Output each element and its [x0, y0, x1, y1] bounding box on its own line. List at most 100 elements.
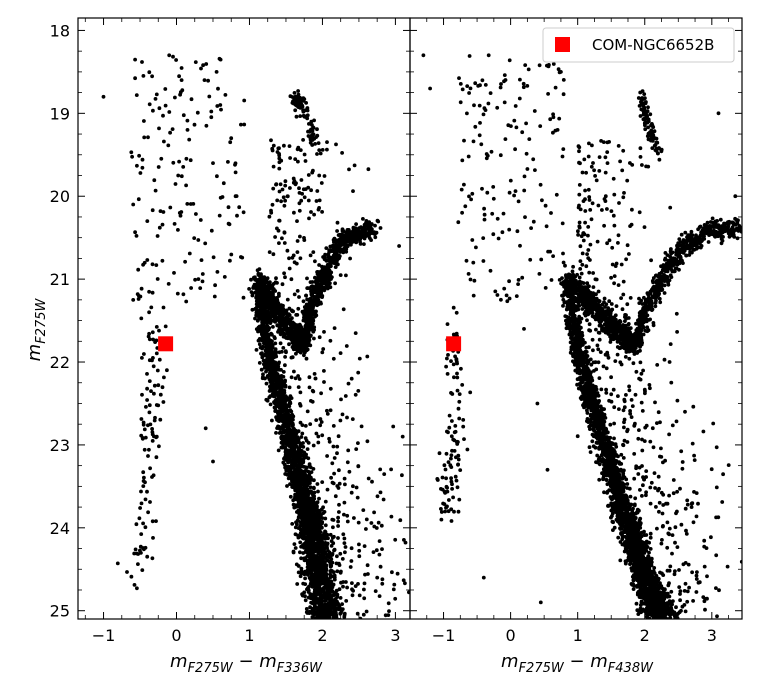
- rgb-star: [312, 336, 316, 341]
- ms-star: [323, 516, 328, 521]
- field-star: [292, 369, 296, 374]
- ms-star: [321, 586, 326, 590]
- ms-star: [284, 468, 289, 473]
- ms-star: [312, 490, 317, 495]
- bright-field-star: [233, 170, 238, 175]
- ms-star: [338, 596, 343, 600]
- bright-field-star: [141, 74, 146, 78]
- ms-star: [301, 581, 306, 586]
- bss-star: [154, 519, 158, 523]
- bright-field-star: [138, 294, 143, 299]
- ms-star: [270, 375, 275, 379]
- field-star: [345, 460, 350, 465]
- field-star: [356, 370, 361, 375]
- rgb-star: [329, 277, 333, 281]
- rgb-star: [335, 257, 340, 262]
- ms-star: [283, 434, 288, 438]
- bss-star: [145, 398, 150, 402]
- field-star: [331, 444, 336, 449]
- field-star: [269, 208, 273, 213]
- ms-star: [292, 542, 297, 546]
- sample-star: [357, 542, 361, 547]
- field-star: [305, 409, 310, 414]
- rgb-star: [347, 235, 351, 240]
- ms-star: [288, 494, 293, 499]
- field-star: [280, 187, 285, 192]
- sample-star: [335, 451, 339, 456]
- field-star: [274, 276, 278, 281]
- bright-field-star: [198, 218, 203, 222]
- field-star: [315, 482, 320, 486]
- ms-star: [272, 387, 277, 392]
- field-star: [356, 441, 360, 445]
- ms-star: [314, 591, 318, 596]
- field-star: [318, 269, 323, 274]
- ms-star: [324, 572, 329, 576]
- field-star: [282, 203, 287, 208]
- ms-star: [270, 343, 275, 348]
- bss-star: [141, 484, 146, 488]
- ms-star: [295, 510, 299, 514]
- field-star: [280, 236, 284, 241]
- field-star: [347, 469, 352, 474]
- sgb-star: [292, 334, 297, 339]
- ms-star: [309, 600, 313, 605]
- ms-star: [263, 327, 268, 332]
- field-star: [337, 561, 341, 566]
- sgb-star: [268, 316, 272, 320]
- sgb-star: [267, 282, 272, 287]
- field-star: [326, 549, 330, 553]
- field-star: [342, 476, 347, 481]
- field-star: [349, 559, 354, 563]
- bright-field-star: [209, 109, 214, 114]
- bright-field-star: [213, 283, 218, 288]
- ms-star: [278, 414, 283, 419]
- field-star: [300, 347, 304, 352]
- field-star: [284, 308, 289, 313]
- field-star: [275, 198, 280, 203]
- ms-star: [295, 450, 299, 455]
- bright-field-star: [151, 108, 155, 113]
- field-star: [342, 536, 347, 541]
- bss-star: [142, 352, 146, 356]
- rgb-star: [360, 226, 364, 231]
- sgb-star: [256, 273, 261, 277]
- ms-star: [272, 335, 277, 339]
- sample-star: [101, 94, 106, 99]
- sgb-star: [256, 283, 260, 287]
- rgb-star: [307, 318, 311, 323]
- ms-star: [295, 582, 300, 586]
- bright-field-star: [157, 225, 162, 230]
- ms-star: [316, 521, 320, 525]
- ms-star: [317, 496, 321, 501]
- ms-star: [300, 516, 305, 521]
- rgb-star: [324, 258, 329, 263]
- ms-star: [276, 409, 281, 414]
- field-star: [288, 186, 292, 190]
- bss-star: [146, 454, 150, 458]
- field-star: [323, 499, 328, 504]
- bright-field-star: [200, 272, 205, 276]
- ms-star: [282, 380, 287, 385]
- field-star: [364, 517, 369, 522]
- sgb-star: [281, 306, 285, 311]
- rgb-star: [375, 218, 380, 223]
- bss-star: [155, 368, 160, 373]
- bright-field-star: [215, 270, 220, 274]
- ms-star: [339, 580, 343, 585]
- field-star: [298, 402, 302, 406]
- ms-star: [316, 550, 321, 555]
- ms-star: [308, 527, 313, 532]
- bright-field-star: [181, 113, 186, 118]
- field-star: [340, 557, 345, 561]
- field-star: [328, 386, 333, 391]
- ms-star: [298, 443, 303, 448]
- bright-field-star: [204, 62, 209, 66]
- ms-star: [266, 364, 270, 369]
- ms-star: [303, 473, 308, 477]
- ms-star: [278, 341, 283, 346]
- ms-star: [272, 355, 277, 360]
- field-star: [318, 423, 323, 428]
- bss-star: [154, 434, 159, 439]
- bss-star: [150, 330, 155, 335]
